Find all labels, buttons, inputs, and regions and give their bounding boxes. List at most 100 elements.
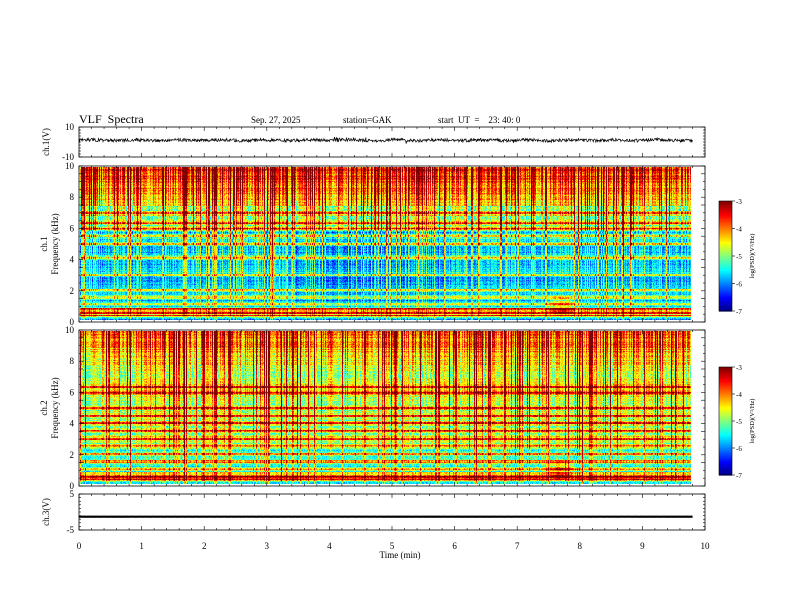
colorbar-swatch	[719, 454, 732, 457]
colorbar-swatch	[719, 218, 732, 221]
colorbar-swatch	[719, 257, 732, 260]
ch1-spectrogram-frame	[78, 165, 706, 323]
colorbar-swatch	[719, 414, 732, 417]
colorbar-swatch	[719, 301, 732, 304]
colorbar-swatch	[719, 458, 732, 461]
colorbar-swatch	[719, 472, 732, 475]
colorbar-swatch	[719, 304, 732, 307]
colorbar-swatch	[719, 302, 732, 305]
colorbar-swatch	[719, 441, 732, 444]
figure-title: VLF Spectra	[79, 112, 144, 126]
x-tick-label: 10	[701, 541, 711, 551]
colorbar-swatch	[719, 468, 732, 471]
colorbar-swatch	[719, 305, 732, 308]
colorbar-swatch	[719, 412, 732, 415]
colorbar-swatch	[719, 297, 732, 300]
colorbar-swatch	[719, 268, 732, 271]
colorbar-swatch	[719, 298, 732, 301]
colorbar-swatch	[719, 209, 732, 212]
colorbar-tick-label: -5	[736, 253, 742, 261]
y-tick-label: 6	[70, 223, 75, 233]
y-tick-label: 8	[70, 192, 75, 202]
colorbar-tick-label: -6	[736, 445, 742, 453]
colorbar-swatch	[719, 395, 732, 398]
colorbar-swatch	[719, 269, 732, 272]
colorbar-swatch	[719, 437, 732, 440]
colorbar-swatch	[719, 272, 732, 275]
colorbar-swatch	[719, 232, 732, 235]
colorbar-swatch	[719, 217, 732, 220]
colorbar-swatch	[719, 309, 732, 312]
colorbar-swatch	[719, 223, 732, 225]
colorbar-swatch	[719, 251, 732, 254]
colorbar-swatch	[719, 267, 732, 269]
x-tick-label: 4	[327, 541, 332, 551]
colorbar-swatch	[719, 438, 732, 441]
x-tick-label: 0	[77, 541, 82, 551]
colorbar-tick-label: -7	[736, 472, 742, 480]
y-tick-label: 10	[65, 325, 75, 335]
colorbar-swatch	[719, 385, 732, 388]
colorbar-swatch	[719, 227, 732, 230]
colorbar-swatch	[719, 279, 732, 282]
colorbar-swatch	[719, 446, 732, 449]
ch2-spectrogram-image	[80, 331, 691, 484]
colorbar-swatch	[719, 236, 732, 239]
colorbar-swatch	[719, 461, 732, 464]
colorbar-swatch	[719, 427, 732, 430]
y-tick-label: 0	[70, 481, 75, 491]
colorbar-swatch	[719, 220, 732, 223]
colorbar-swatch	[719, 391, 732, 394]
colorbar-swatch	[719, 234, 732, 236]
colorbar-swatch	[719, 422, 732, 425]
colorbar-swatch	[719, 243, 732, 246]
colorbar-swatch	[719, 435, 732, 438]
colorbar-swatch	[719, 308, 732, 311]
colorbar-swatch	[719, 439, 732, 442]
colorbar-swatch	[719, 228, 732, 231]
colorbar-swatch	[719, 423, 732, 426]
colorbar-swatch	[719, 443, 732, 446]
colorbar-swatch	[719, 293, 732, 296]
ch2-colorbar: -3 -4 -5 -6 -7 log(PSD)(V²/Hz)	[718, 364, 756, 480]
colorbar-swatch	[719, 210, 732, 213]
colorbar-swatch	[719, 231, 732, 234]
y-tick-label: 4	[70, 419, 75, 429]
colorbar-swatch	[719, 430, 732, 433]
colorbar-swatch	[719, 406, 732, 409]
colorbar-swatch	[719, 453, 732, 456]
ch2-spectrogram-frame	[78, 329, 706, 487]
colorbar-tick-label: -4	[736, 391, 742, 399]
y-axis-label: ch.3(V)	[41, 498, 51, 526]
y-axis-label: ch.2Frequency (kHz)	[39, 377, 60, 438]
colorbar-swatch	[719, 221, 732, 224]
colorbar-swatch	[719, 239, 732, 242]
y-tick-label: 10	[65, 161, 75, 171]
colorbar-swatch	[719, 256, 732, 258]
colorbar-swatch	[719, 449, 732, 452]
colorbar-swatch	[719, 371, 732, 373]
colorbar-swatch	[719, 377, 732, 380]
colorbar-swatch	[719, 457, 732, 460]
colorbar-swatch	[719, 410, 732, 413]
colorbar-swatch	[719, 225, 732, 228]
colorbar-swatch	[719, 283, 732, 286]
colorbar-swatch	[719, 214, 732, 217]
colorbar-swatch	[719, 240, 732, 243]
y-tick-label: 5	[70, 489, 75, 499]
colorbar-swatch	[719, 460, 732, 463]
colorbar-swatch	[719, 392, 732, 395]
colorbar-swatch	[719, 431, 732, 434]
colorbar-swatch	[719, 415, 732, 418]
colorbar-swatch	[719, 434, 732, 437]
colorbar-swatch	[719, 416, 732, 419]
colorbar-swatch	[719, 399, 732, 402]
colorbar-swatch	[719, 367, 732, 369]
x-tick-label: 8	[578, 541, 583, 551]
colorbar-swatch	[719, 445, 732, 448]
y-tick-label: 4	[70, 255, 75, 265]
colorbar-swatch	[719, 388, 732, 391]
date-label: Sep. 27, 2025	[251, 115, 301, 125]
colorbar-swatch	[719, 273, 732, 276]
y-tick-label: 0	[70, 317, 75, 327]
